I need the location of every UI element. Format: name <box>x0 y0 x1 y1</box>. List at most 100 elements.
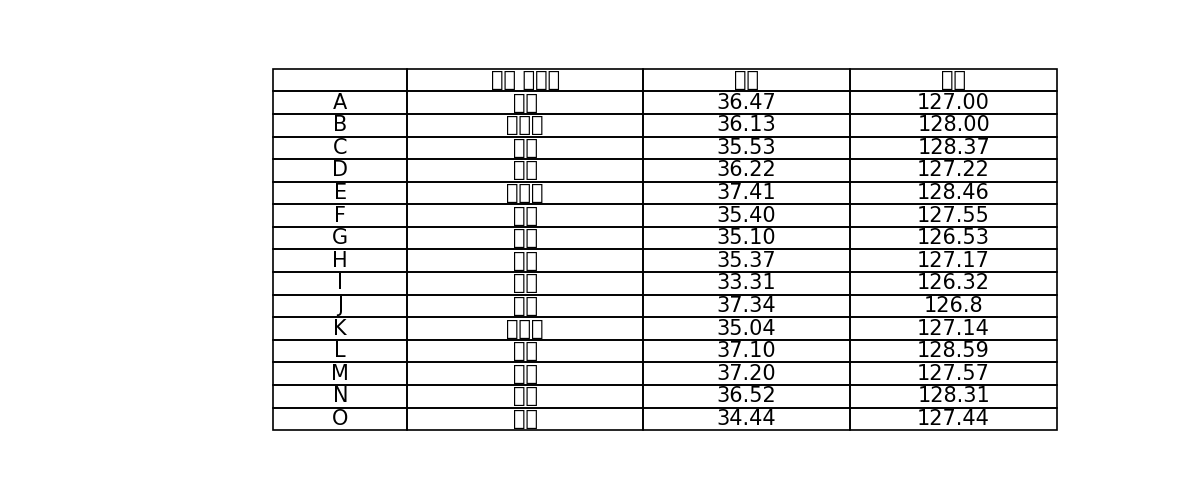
Text: 128.46: 128.46 <box>917 183 990 203</box>
Bar <box>643 227 850 249</box>
Bar <box>274 136 407 159</box>
Bar <box>850 385 1057 408</box>
Text: 35.40: 35.40 <box>716 206 776 226</box>
Text: 33.31: 33.31 <box>716 273 776 293</box>
Text: 여수: 여수 <box>513 409 538 429</box>
Bar <box>407 272 643 294</box>
Bar <box>643 91 850 114</box>
Bar <box>274 91 407 114</box>
Text: 128.37: 128.37 <box>917 138 990 158</box>
Text: 126.8: 126.8 <box>923 296 983 316</box>
Text: O: O <box>332 409 349 429</box>
Bar <box>274 408 407 430</box>
Bar <box>274 317 407 340</box>
Bar <box>274 363 407 385</box>
Text: 127.57: 127.57 <box>917 364 990 384</box>
Text: B: B <box>333 115 347 135</box>
Bar <box>850 340 1057 363</box>
Text: 127.22: 127.22 <box>917 161 990 180</box>
Bar <box>850 182 1057 205</box>
Bar <box>274 182 407 205</box>
Bar <box>643 182 850 205</box>
Text: 광주: 광주 <box>513 228 538 248</box>
Text: 127.14: 127.14 <box>917 319 990 338</box>
Bar <box>407 294 643 317</box>
Bar <box>643 159 850 182</box>
Bar <box>643 69 850 91</box>
Text: 순시너: 순시너 <box>506 319 544 338</box>
Text: H: H <box>332 251 349 271</box>
Text: 36.47: 36.47 <box>716 93 776 113</box>
Text: 제주: 제주 <box>513 273 538 293</box>
Text: C: C <box>333 138 347 158</box>
Bar <box>643 294 850 317</box>
Text: 위도: 위도 <box>734 70 759 90</box>
Bar <box>850 227 1057 249</box>
Bar <box>407 408 643 430</box>
Bar <box>407 159 643 182</box>
Bar <box>643 363 850 385</box>
Bar <box>850 114 1057 136</box>
Bar <box>643 272 850 294</box>
Bar <box>407 205 643 227</box>
Bar <box>274 227 407 249</box>
Bar <box>643 114 850 136</box>
Bar <box>274 69 407 91</box>
Text: 대전: 대전 <box>513 161 538 180</box>
Text: 임실: 임실 <box>513 251 538 271</box>
Bar <box>850 363 1057 385</box>
Bar <box>274 385 407 408</box>
Bar <box>643 408 850 430</box>
Text: 35.10: 35.10 <box>716 228 776 248</box>
Bar <box>643 340 850 363</box>
Text: E: E <box>333 183 346 203</box>
Text: 태백: 태백 <box>513 341 538 361</box>
Bar <box>274 249 407 272</box>
Text: 126.53: 126.53 <box>917 228 990 248</box>
Bar <box>407 69 643 91</box>
Text: 35.04: 35.04 <box>716 319 776 338</box>
Bar <box>407 385 643 408</box>
Bar <box>407 227 643 249</box>
Text: 대관령: 대관령 <box>506 183 544 203</box>
Text: 34.44: 34.44 <box>716 409 776 429</box>
Text: M: M <box>331 364 349 384</box>
Bar <box>274 272 407 294</box>
Bar <box>850 159 1057 182</box>
Bar <box>643 249 850 272</box>
Bar <box>274 205 407 227</box>
Text: 36.52: 36.52 <box>716 386 776 406</box>
Bar <box>850 408 1057 430</box>
Text: 원주: 원주 <box>513 364 538 384</box>
Text: I: I <box>337 273 343 293</box>
Text: 128.59: 128.59 <box>917 341 990 361</box>
Bar <box>850 249 1057 272</box>
Bar <box>850 205 1057 227</box>
Bar <box>850 69 1057 91</box>
Bar <box>643 385 850 408</box>
Text: D: D <box>332 161 349 180</box>
Text: 36.13: 36.13 <box>716 115 776 135</box>
Text: 126.32: 126.32 <box>917 273 990 293</box>
Text: 추풍령: 추풍령 <box>506 115 544 135</box>
Bar <box>850 136 1057 159</box>
Text: 127.17: 127.17 <box>917 251 990 271</box>
Bar <box>407 182 643 205</box>
Bar <box>274 294 407 317</box>
Text: N: N <box>332 386 347 406</box>
Text: 기상 관측소: 기상 관측소 <box>490 70 559 90</box>
Text: 경도: 경도 <box>941 70 966 90</box>
Bar <box>643 317 850 340</box>
Text: 영주: 영주 <box>513 386 538 406</box>
Bar <box>274 114 407 136</box>
Bar <box>407 340 643 363</box>
Text: G: G <box>332 228 349 248</box>
Bar <box>407 91 643 114</box>
Bar <box>407 114 643 136</box>
Bar <box>407 317 643 340</box>
Text: 127.44: 127.44 <box>917 409 990 429</box>
Bar <box>274 159 407 182</box>
Text: 127.00: 127.00 <box>917 93 990 113</box>
Bar <box>850 272 1057 294</box>
Bar <box>850 294 1057 317</box>
